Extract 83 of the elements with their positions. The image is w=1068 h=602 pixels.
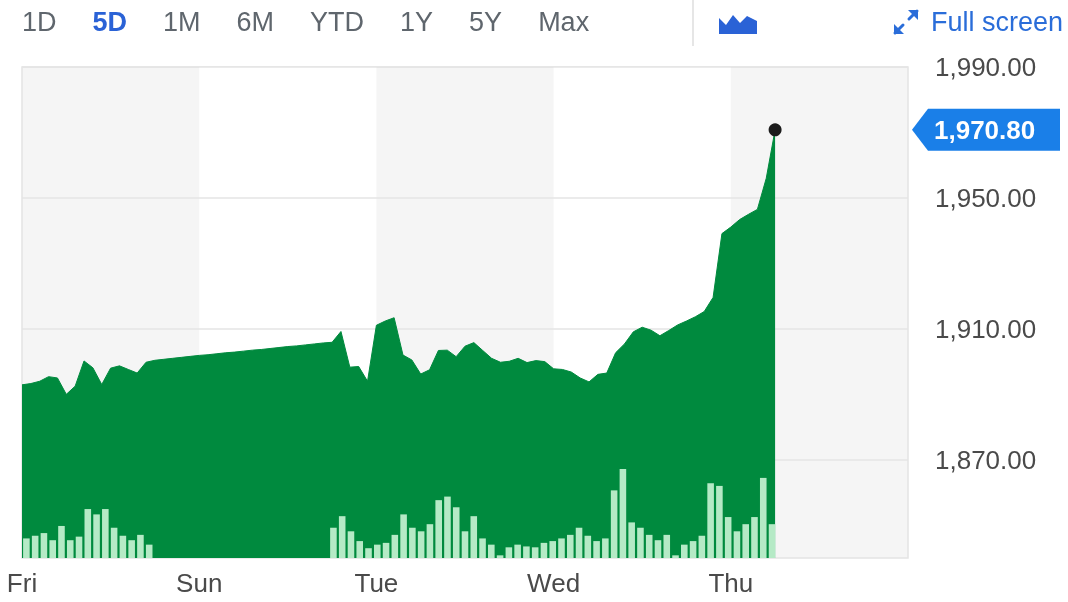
y-tick-label: 1,910.00 <box>935 313 1037 344</box>
x-tick-label: Thu <box>708 568 754 598</box>
bar <box>137 534 144 558</box>
bar <box>356 541 364 558</box>
x-tick-label: Sun <box>176 568 223 598</box>
bar <box>435 500 442 558</box>
bar <box>444 496 451 558</box>
bar <box>681 544 688 558</box>
bar <box>654 540 662 558</box>
bar <box>452 507 460 558</box>
bar <box>496 555 504 558</box>
bar <box>698 535 706 558</box>
bar <box>602 538 609 558</box>
bar <box>84 509 92 558</box>
text: 1D <box>22 6 57 38</box>
bar <box>470 516 478 558</box>
bar <box>540 542 548 558</box>
y-tick-label: 1,870.00 <box>935 444 1037 475</box>
bar <box>663 534 671 558</box>
bar <box>566 534 574 558</box>
bar <box>40 533 48 558</box>
bar <box>365 548 372 558</box>
bar <box>619 469 627 558</box>
bar <box>119 535 127 558</box>
bar <box>110 527 118 558</box>
bar <box>505 547 513 558</box>
bar <box>637 527 644 558</box>
text: YTD <box>310 6 365 38</box>
bar <box>417 531 425 558</box>
text: 1M <box>163 6 201 38</box>
x-tick-label: Fri <box>6 568 38 598</box>
bar <box>523 546 530 558</box>
bar <box>584 535 592 558</box>
bar <box>575 527 583 558</box>
bar <box>672 555 679 558</box>
bar <box>426 524 434 558</box>
bar <box>514 544 521 558</box>
bar <box>338 516 346 558</box>
bar <box>531 547 539 558</box>
bar <box>382 542 390 558</box>
bar <box>759 477 767 558</box>
y-tick-label: 1,990.00 <box>935 52 1037 82</box>
bar <box>373 544 381 558</box>
bar <box>66 540 74 558</box>
bar <box>742 524 749 558</box>
bar <box>751 517 758 558</box>
text: Max <box>538 6 590 38</box>
bar <box>400 514 407 558</box>
bar <box>558 538 565 558</box>
bar <box>347 531 355 558</box>
bar <box>391 534 399 558</box>
bar <box>93 514 100 558</box>
bar <box>689 541 697 558</box>
x-tick-label: Tue <box>354 568 399 598</box>
bar <box>58 525 65 558</box>
bar <box>707 483 714 558</box>
bar <box>716 485 723 558</box>
bar <box>409 527 416 558</box>
bar <box>128 540 135 558</box>
bar <box>768 524 776 558</box>
y-tick-label: 1,950.00 <box>935 182 1037 213</box>
bar <box>49 540 56 558</box>
text: 6M <box>236 6 275 38</box>
text: 1Y <box>400 6 434 38</box>
bar <box>102 509 109 558</box>
text: 5Y <box>469 6 503 38</box>
x-tick-label: Wed <box>527 568 581 598</box>
text: Full screen <box>930 6 1063 38</box>
bar <box>23 538 30 558</box>
text: 5D <box>92 6 128 38</box>
bar <box>549 541 557 558</box>
bar <box>628 522 635 558</box>
bar <box>461 531 469 558</box>
bar <box>31 535 39 558</box>
bar <box>733 531 741 558</box>
bar <box>724 517 732 558</box>
text: 1,970.80 <box>934 114 1036 145</box>
bar <box>610 490 618 558</box>
bar <box>330 527 337 558</box>
bar <box>593 541 600 558</box>
bar <box>479 538 486 558</box>
bar <box>645 534 653 558</box>
bar <box>488 544 495 558</box>
